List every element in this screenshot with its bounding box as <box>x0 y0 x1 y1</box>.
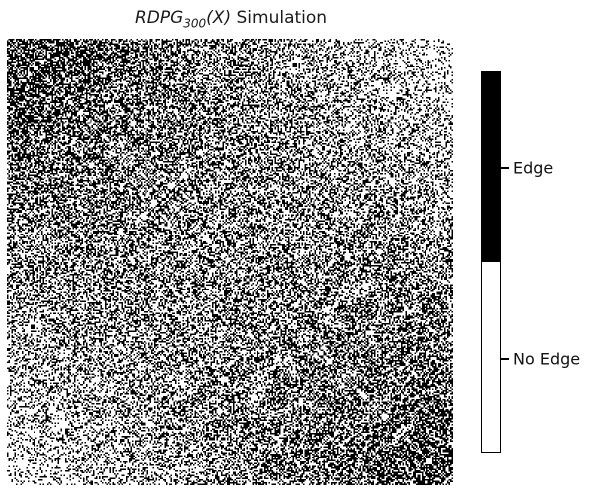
title-arg: (X) <box>206 8 232 28</box>
colorbar <box>481 71 501 453</box>
colorbar-label-edge: Edge <box>513 158 554 178</box>
colorbar-label-no-edge: No Edge <box>513 349 581 369</box>
chart-title: RDPG300(X) Simulation <box>6 8 456 30</box>
adjacency-heatmap <box>7 39 453 485</box>
title-subscript: 300 <box>183 16 207 31</box>
colorbar-edge-segment <box>482 72 500 262</box>
title-prefix: RDPG <box>134 8 184 28</box>
colorbar-tick-no-edge <box>501 358 509 360</box>
colorbar-no-edge-segment <box>482 262 500 452</box>
title-suffix: Simulation <box>231 8 328 28</box>
colorbar-tick-edge <box>501 167 509 169</box>
